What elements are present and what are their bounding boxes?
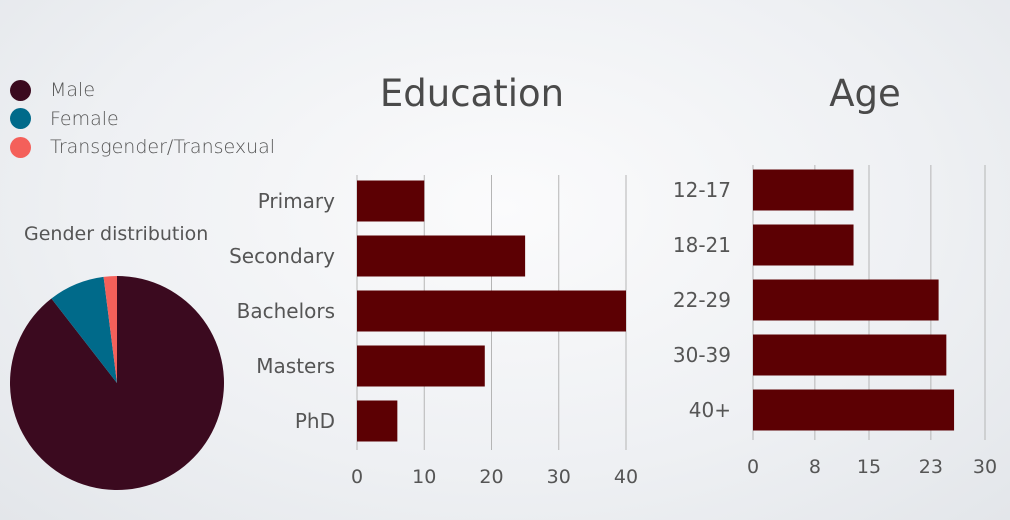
legend-swatch-transgender [10,136,31,158]
age-category-label: 30-39 [673,343,731,367]
pie-slice-male [9,276,224,490]
education-tick-label: 20 [479,466,503,488]
age-tick-label: 0 [747,456,759,478]
education-chart-title: Education [380,72,564,115]
legend-label-male: Male [50,79,96,102]
legend-label-transgender: Transgender/Transexual [50,136,276,159]
age-tick-label: 30 [973,456,997,478]
education-tick-label: 10 [412,466,436,488]
education-tick-label: 40 [614,466,638,488]
education-category-label: Bachelors [237,299,335,323]
pie-slice-transgender-transexual [103,276,117,383]
education-bar [357,180,425,222]
education-category-label: Primary [258,189,335,213]
age-bar [753,169,854,211]
education-category-label: Masters [256,354,335,378]
age-bar [753,334,947,376]
legend: Male Female Transgender/Transexual [10,76,275,162]
education-category-label: PhD [295,409,335,433]
legend-item-transgender: Transgender/Transexual [10,133,275,162]
legend-swatch-male [10,79,31,101]
age-category-label: 40+ [689,398,731,422]
age-bar [753,389,955,431]
pie-chart-title: Gender distribution [24,223,209,245]
legend-item-female: Female [10,105,275,134]
legend-swatch-female [10,108,31,130]
education-tick-label: 30 [547,466,571,488]
age-tick-label: 15 [857,456,881,478]
education-tick-label: 0 [351,466,363,488]
education-bar [357,400,398,442]
age-tick-label: 8 [809,456,821,478]
age-tick-label: 23 [919,456,943,478]
pie-slice-female [51,276,117,383]
education-category-label: Secondary [229,244,335,268]
legend-label-female: Female [50,107,119,130]
education-bar [357,345,485,387]
education-bar [357,290,626,332]
education-bar [357,235,526,277]
age-category-label: 18-21 [673,233,731,257]
age-bar [753,279,939,321]
age-bar [753,224,854,266]
age-category-label: 12-17 [673,178,731,202]
age-chart-title: Age [829,72,901,115]
age-category-label: 22-29 [673,288,731,312]
legend-item-male: Male [10,76,275,105]
